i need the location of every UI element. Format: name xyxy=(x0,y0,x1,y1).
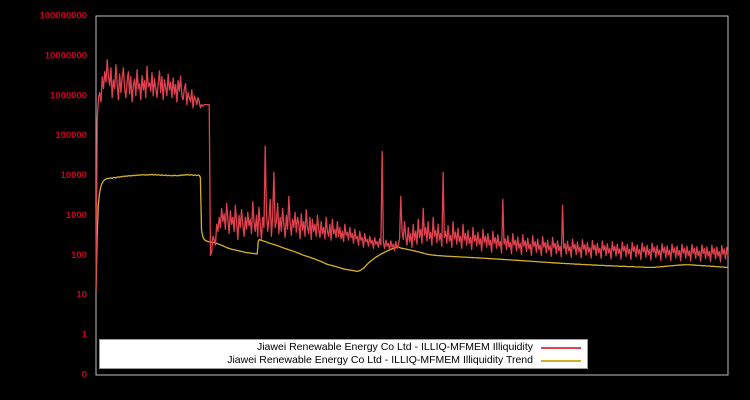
y-tick-label: 10000 xyxy=(61,170,87,181)
plot-border xyxy=(95,15,729,376)
legend-swatch-illiquidity xyxy=(541,346,581,349)
legend-item: Jiawei Renewable Energy Co Ltd - ILLIQ-M… xyxy=(100,341,581,354)
legend-label-trend: Jiawei Renewable Energy Co Ltd - ILLIQ-M… xyxy=(227,354,533,366)
y-tick-label: 10000000 xyxy=(45,50,87,61)
y-axis-tick-labels: 1000000001000000010000001000001000010001… xyxy=(39,11,87,381)
y-tick-label: 1 xyxy=(82,330,88,341)
legend-item: Jiawei Renewable Energy Co Ltd - ILLIQ-M… xyxy=(100,354,581,367)
legend-swatch-trend xyxy=(541,359,581,362)
series-lines xyxy=(95,59,729,291)
plot-frame xyxy=(95,15,729,376)
y-tick-label: 1000000 xyxy=(50,90,87,101)
y-tick-label: 1000 xyxy=(66,210,87,221)
series-line xyxy=(95,173,728,291)
y-tick-label: 100000 xyxy=(55,130,87,141)
y-tick-label: 100 xyxy=(71,250,87,261)
y-tick-label: 100000000 xyxy=(39,11,87,22)
legend-label-illiquidity: Jiawei Renewable Energy Co Ltd - ILLIQ-M… xyxy=(256,341,533,353)
y-tick-label: 0 xyxy=(82,370,87,381)
series-line xyxy=(95,59,729,291)
chart-legend: Jiawei Renewable Energy Co Ltd - ILLIQ-M… xyxy=(99,339,588,369)
y-tick-label: 10 xyxy=(76,290,87,301)
